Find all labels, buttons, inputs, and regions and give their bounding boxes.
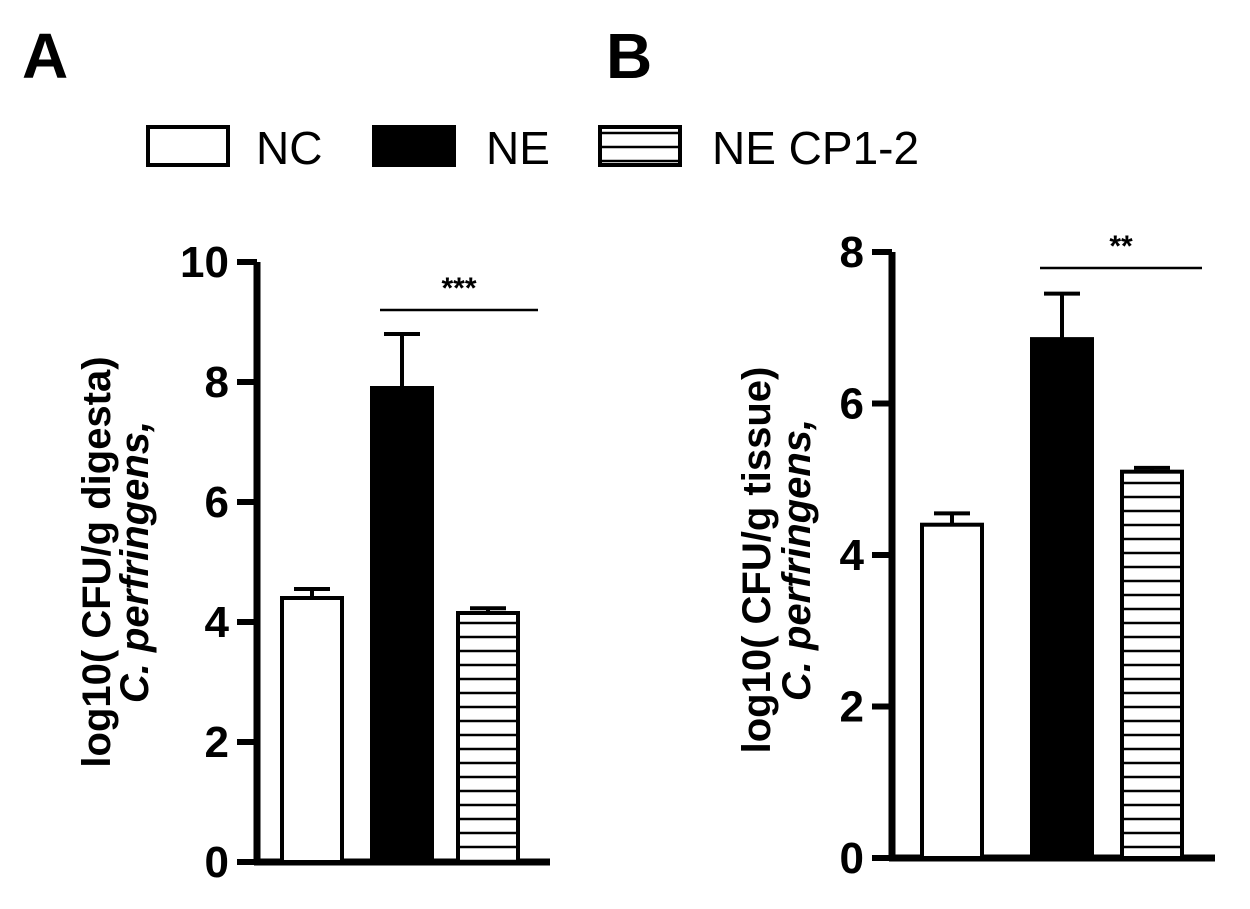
legend: NC NE NE CP1-2 <box>146 122 919 174</box>
chart-panel-b: 0 2 4 6 8 ** C. perfringens,log10( CFU/g tissu… <box>735 228 1215 883</box>
y-tick-label: 10 <box>180 238 229 287</box>
bar-nc <box>280 596 344 864</box>
bar-ne <box>1030 337 1094 860</box>
significance-label: ** <box>1109 230 1133 263</box>
y-tick-label: 4 <box>840 531 865 580</box>
legend-label-ne: NE <box>486 122 550 174</box>
bar-ne <box>370 386 434 864</box>
legend-swatch-nc <box>146 125 230 167</box>
y-tick-label: 8 <box>205 358 229 407</box>
bar-nc <box>920 522 984 860</box>
bar-ne-cp1-2 <box>456 611 520 864</box>
y-axis-title-line2: log10( CFU/g tissue) <box>735 367 779 754</box>
y-tick-label: 0 <box>840 834 864 883</box>
legend-swatch-ne-cp1-2 <box>598 125 682 167</box>
y-tick-label: 2 <box>840 683 864 732</box>
y-axis-title-line1: C. perfringens, <box>113 421 157 703</box>
y-axis-title-line2: log10( CFU/g digesta) <box>75 356 119 767</box>
legend-label-ne-cp1-2: NE CP1-2 <box>712 122 919 174</box>
y-tick-label: 8 <box>840 228 864 277</box>
y-tick-label: 0 <box>205 838 229 887</box>
legend-label-nc: NC <box>256 122 322 174</box>
panel-a-letter: A <box>22 20 68 92</box>
significance-label: *** <box>441 272 476 305</box>
bar-ne-cp1-2 <box>1120 469 1184 860</box>
y-axis-title-line1: C. perfringens, <box>775 419 819 701</box>
y-tick-label: 6 <box>205 478 229 527</box>
legend-swatch-ne <box>372 125 456 167</box>
panel-b-letter: B <box>606 20 652 92</box>
chart-panel-a: 0 2 4 6 8 10 *** C. perfringens,log10( CFU/g di… <box>75 238 550 887</box>
y-tick-label: 2 <box>205 718 229 767</box>
y-tick-label: 4 <box>205 598 230 647</box>
y-tick-label: 6 <box>840 380 864 429</box>
